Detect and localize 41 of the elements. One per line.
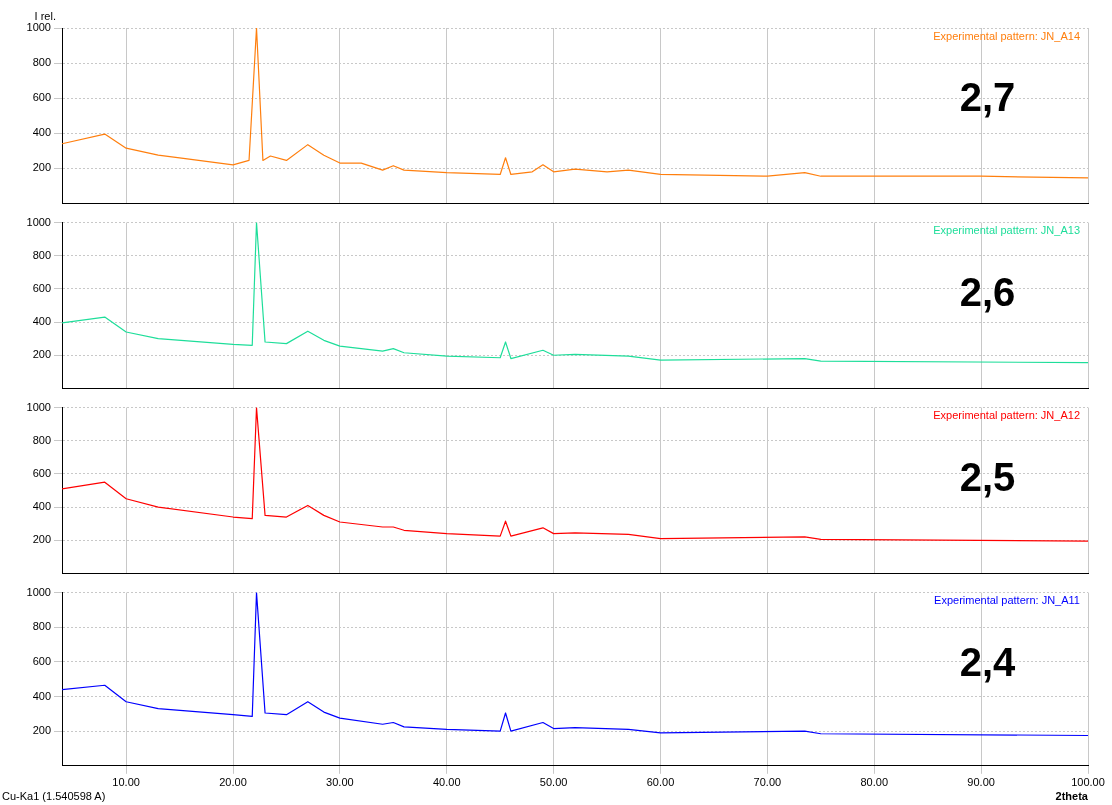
y-tick-label: 200 xyxy=(32,533,51,546)
y-tick-label: 600 xyxy=(32,91,51,104)
y-tick-label: 400 xyxy=(32,126,51,139)
x-axis-title: 2theta xyxy=(1055,789,1089,802)
x-tick-label: 80.00 xyxy=(860,776,889,789)
x-tick-label: 20.00 xyxy=(219,776,247,789)
x-tick-label: 30.00 xyxy=(326,776,354,789)
x-tick-label: 70.00 xyxy=(753,776,782,789)
y-tick-label: 800 xyxy=(32,433,51,446)
y-tick-label: 400 xyxy=(32,315,51,328)
y-tick-label: 400 xyxy=(32,500,51,513)
text: Experimental pattern: JN_A12 xyxy=(933,409,1080,422)
annotation: 2,4 xyxy=(959,639,1017,684)
annotation: 2,7 xyxy=(959,75,1016,120)
y-tick-label: 1000 xyxy=(26,585,51,598)
x-tick-label: 100.00 xyxy=(1071,776,1105,789)
text: Experimental pattern: JN_A14 xyxy=(933,29,1080,42)
y-tick-label: 400 xyxy=(32,689,51,702)
y-tick-label: 200 xyxy=(32,724,51,737)
y-tick-label: 1000 xyxy=(26,215,51,228)
x-tick-label: 40.00 xyxy=(432,776,461,789)
y-tick-label: 600 xyxy=(32,281,51,294)
annotation: 2,5 xyxy=(959,454,1016,499)
y-tick-label: 600 xyxy=(32,466,51,479)
y-tick-label: 800 xyxy=(32,56,51,69)
text: Experimental pattern: JN_A11 xyxy=(934,594,1080,607)
y-tick-label: 200 xyxy=(32,161,51,174)
y-tick-label: 800 xyxy=(32,248,51,261)
y-axis-title: I rel. xyxy=(34,9,56,22)
x-tick-label: 50.00 xyxy=(539,776,568,789)
text: Experimental pattern: JN_A13 xyxy=(933,224,1080,237)
y-tick-label: 600 xyxy=(32,654,51,667)
x-tick-label: 90.00 xyxy=(967,776,995,789)
x-tick-label: 60.00 xyxy=(646,776,675,789)
y-tick-label: 1000 xyxy=(26,21,51,34)
y-tick-label: 200 xyxy=(32,348,51,361)
text: Cu-Ka1 (1.540598 A) xyxy=(2,789,106,802)
y-tick-label: 1000 xyxy=(26,400,51,413)
y-tick-label: 800 xyxy=(32,620,51,633)
annotation: 2,6 xyxy=(959,269,1016,314)
x-tick-label: 10.00 xyxy=(112,776,140,789)
